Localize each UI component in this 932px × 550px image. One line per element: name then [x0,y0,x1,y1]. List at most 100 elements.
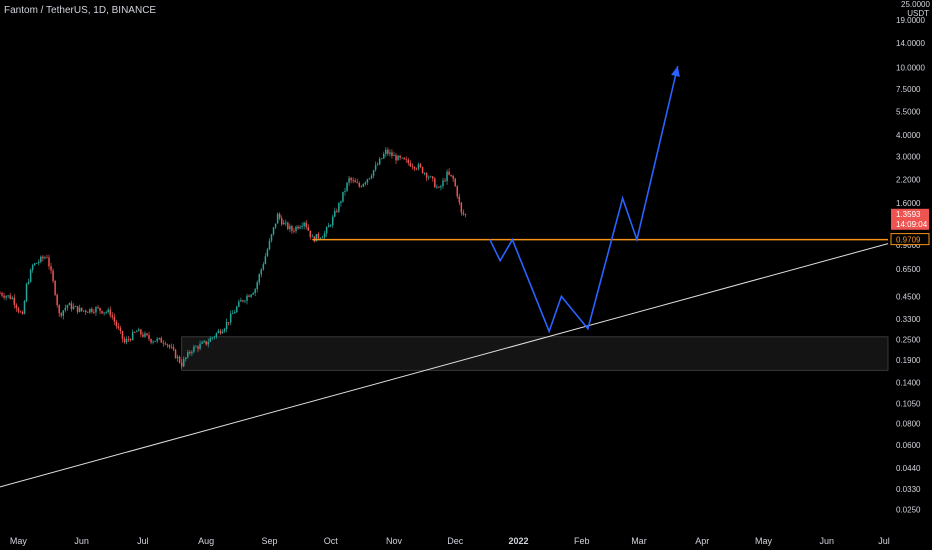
candle-body [166,344,169,346]
candle-body [48,257,50,267]
x-tick-label: Jul [878,536,890,546]
candle-body [129,339,132,341]
candle-body [119,328,122,331]
candle-body [185,357,187,360]
candle-body [301,225,303,227]
x-tick-label: Mar [631,536,647,546]
candle-body [7,295,9,297]
candle-body [107,309,109,313]
x-tick-label: Aug [198,536,214,546]
candle-body [344,190,346,192]
price-axis[interactable]: 19.0000 14.0000 10.0000 7.5000 5.5000 4.0000 3… [896,16,925,514]
candle-body [50,266,52,271]
x-tick-label: Nov [386,536,403,546]
candle-body [397,155,399,161]
candle-body [401,157,403,159]
trendline[interactable] [0,243,889,488]
candle-body [411,166,414,168]
candle-body [76,306,79,312]
candle-body [131,331,134,341]
candle-body [436,186,438,188]
candle-body [178,356,181,363]
demand-zone[interactable] [181,336,889,371]
candle-body [462,212,465,215]
candle-body [423,173,426,174]
support-price-tag-bg [890,233,930,246]
candle-body [268,240,271,250]
y-tick-label: 19.0000 [896,16,925,25]
y-tick-label: 0.1400 [896,378,921,387]
candle-body [138,329,140,332]
candle-body [409,163,412,167]
candle-body [95,307,97,313]
candle-body [460,202,463,213]
candle-body [346,182,348,191]
candle-body [348,177,350,183]
candle-body [387,149,389,154]
candle-body [123,338,126,343]
time-axis[interactable]: May Jun Jul Aug Sep Oct Nov Dec 2022 Feb Mar Apr May… [10,536,890,546]
candle-body [254,289,256,294]
candle-body [246,295,248,301]
candle-body [336,210,338,212]
candle-body [217,330,220,334]
candle-body [127,339,130,340]
candle-body [452,175,454,179]
support-price-label: 0.9709 [896,236,921,245]
candle-body [187,352,189,358]
y-tick-label: 0.1900 [896,356,921,365]
candle-body [156,338,158,342]
candle-body [334,210,336,217]
candle-body [442,180,444,187]
candle-body [393,155,395,156]
candle-body [125,339,128,343]
candle-body [31,265,34,270]
y-tick-label: 0.4500 [896,292,921,301]
candle-body [285,222,287,224]
candle-body [40,256,42,262]
candle-body [195,346,197,348]
candle-body [70,303,73,309]
y-tick-label: 14.0000 [896,39,925,48]
candle-body [454,178,456,187]
y-tick-label: 0.9000 [896,241,921,250]
candle-body [72,306,75,309]
candle-body [60,313,62,316]
candle-body [46,257,48,259]
candle-body [207,341,209,345]
candle-body [236,306,238,313]
candle-body [62,310,65,316]
candle-body [307,227,309,231]
candle-body [446,171,448,182]
candle-body [201,342,203,344]
candle-body [342,191,344,202]
candle-body [432,176,434,179]
y-tick-label: 0.1050 [896,400,921,409]
candle-body [121,330,124,339]
y-tick-label: 10.0000 [896,64,925,73]
candle-body [329,225,332,227]
y-tick-label: 0.0600 [896,441,921,450]
candle-body [309,230,312,237]
projection-path[interactable] [489,65,679,334]
candle-body [272,227,275,235]
chart-title: Fantom / TetherUS, 1D, BINANCE [4,5,157,16]
candle-body [389,152,391,154]
candle-body [248,295,250,297]
candle-body [3,295,5,298]
candle-body [93,312,95,313]
candle-body [223,329,226,332]
candle-body [11,297,13,299]
candle-body [99,307,101,311]
candle-body [78,307,81,312]
candle-body [383,154,385,159]
candle-body [158,337,160,339]
candle-body [374,165,377,171]
candle-body [317,233,320,239]
candle-body [144,333,146,337]
candle-body [319,238,322,239]
candle-body [29,269,32,282]
candle-body [427,176,430,178]
